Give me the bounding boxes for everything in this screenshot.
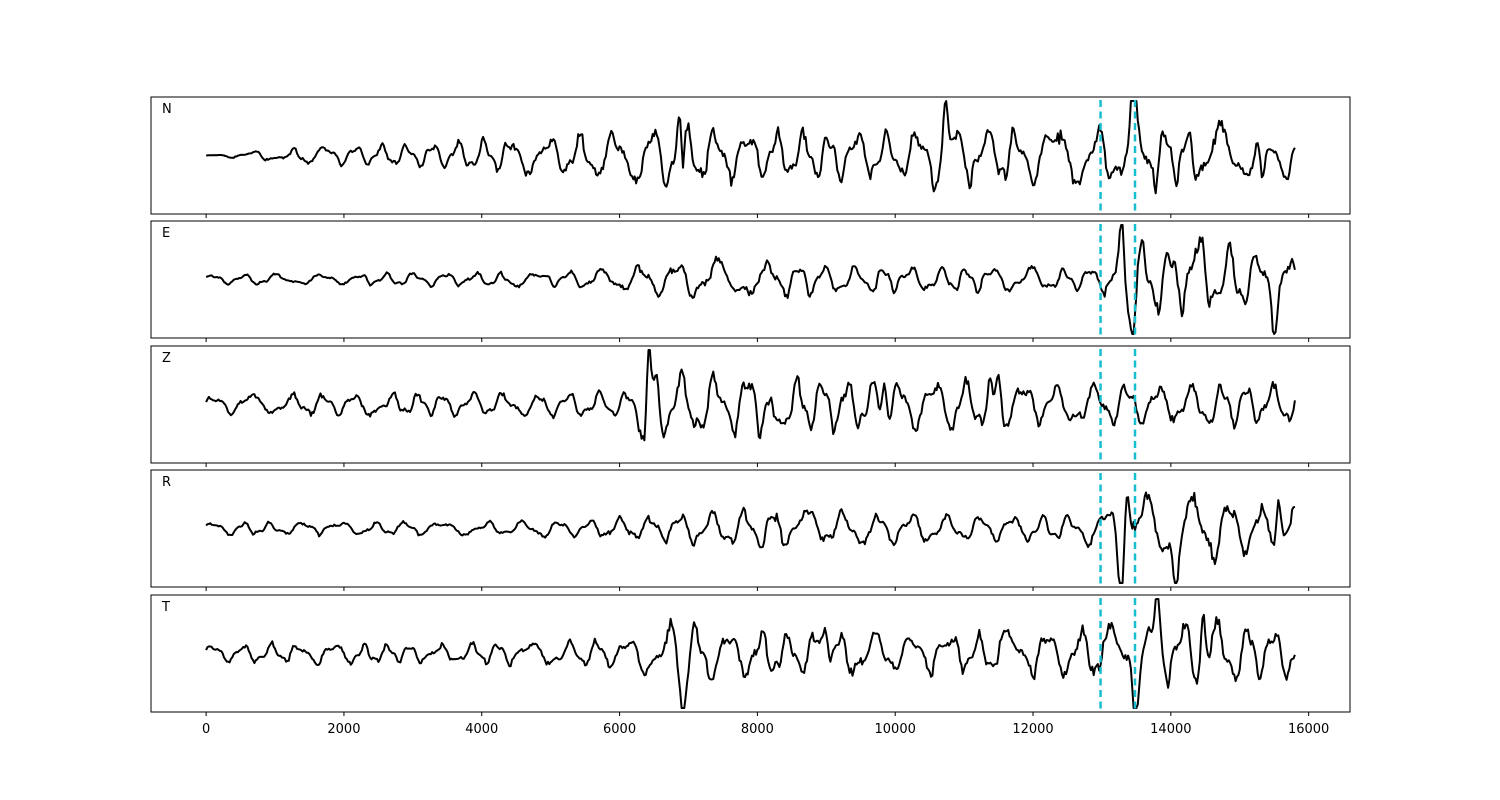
x-tick-label: 14000 bbox=[1150, 722, 1191, 737]
panel-label-t: T bbox=[161, 600, 170, 615]
x-axis: 0 2000 4000 6000 8000 10000 12000 14000 16000 bbox=[202, 722, 1329, 737]
trace-z bbox=[205, 349, 1296, 442]
panel-frame bbox=[150, 594, 1351, 713]
x-tick-label: 8000 bbox=[741, 722, 774, 737]
trace-e bbox=[205, 224, 1296, 335]
x-tick-label: 2000 bbox=[327, 722, 360, 737]
panels-group: N E Z R T bbox=[150, 96, 1351, 716]
panel-frame bbox=[150, 345, 1351, 464]
trace-t bbox=[205, 598, 1296, 709]
panel-label-e: E bbox=[162, 226, 170, 241]
x-tick-label: 6000 bbox=[603, 722, 636, 737]
panel-z: Z bbox=[150, 345, 1351, 467]
x-tick-label: 0 bbox=[202, 722, 210, 737]
panel-frame bbox=[150, 220, 1351, 339]
x-tick-label: 10000 bbox=[875, 722, 916, 737]
panel-r: R bbox=[150, 469, 1351, 591]
x-tick-label: 12000 bbox=[1012, 722, 1053, 737]
x-tick-label: 16000 bbox=[1288, 722, 1329, 737]
panel-frame bbox=[150, 96, 1351, 215]
panel-n: N bbox=[150, 96, 1351, 218]
trace-n bbox=[206, 100, 1296, 195]
panel-label-r: R bbox=[162, 475, 171, 490]
panel-frame bbox=[150, 469, 1351, 588]
panel-label-n: N bbox=[162, 102, 172, 117]
x-tick-label: 4000 bbox=[465, 722, 498, 737]
trace-r bbox=[205, 491, 1296, 584]
panel-e: E bbox=[150, 220, 1351, 342]
panel-label-z: Z bbox=[162, 351, 171, 366]
panel-t: T bbox=[150, 594, 1351, 716]
